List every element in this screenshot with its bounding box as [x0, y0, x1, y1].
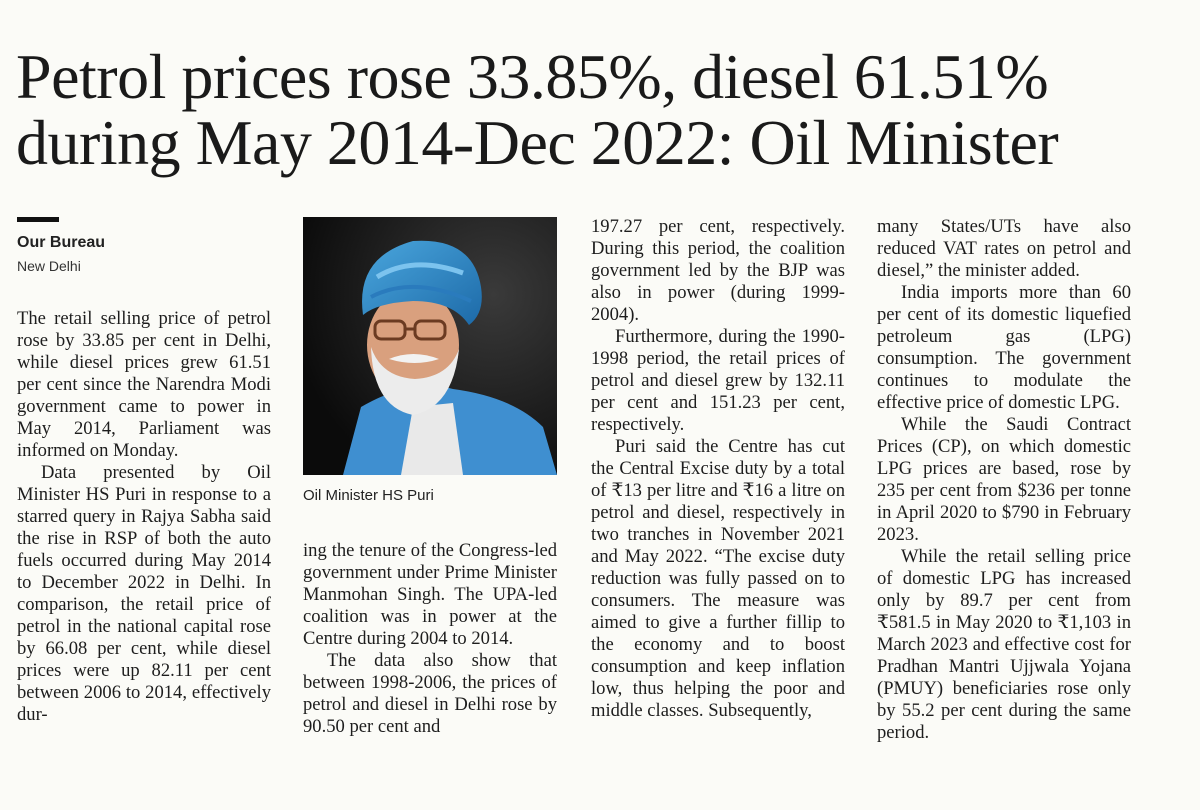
paragraph: The retail selling price of petrol rose …	[17, 308, 271, 461]
photo-caption: Oil Minister HS Puri	[303, 487, 434, 504]
article-column-1: The retail selling price of petrol rose …	[17, 308, 271, 726]
headline-line-1: Petrol prices rose 33.85%, diesel 61.51%	[16, 41, 1049, 112]
headline-line-2: during May 2014-Dec 2022: Oil Minister	[16, 107, 1059, 178]
portrait-illustration	[303, 217, 557, 475]
dateline: New Delhi	[17, 258, 81, 274]
paragraph: ing the tenure of the Congress-led gover…	[303, 540, 557, 649]
byline: Our Bureau	[17, 234, 106, 251]
headline: Petrol prices rose 33.85%, diesel 61.51%…	[16, 44, 1186, 176]
byline-rule	[17, 217, 59, 222]
paragraph: The data also show that between 1998-200…	[303, 650, 557, 737]
paragraph: India imports more than 60 per cent of i…	[877, 282, 1131, 413]
paragraph: 197.27 per cent, respectively. During th…	[591, 216, 845, 325]
article-column-3: 197.27 per cent, respectively. During th…	[591, 216, 845, 722]
minister-photo	[303, 217, 557, 475]
paragraph: While the Saudi Contract Prices (CP), on…	[877, 414, 1131, 545]
paragraph: Data presented by Oil Minister HS Puri i…	[17, 462, 271, 725]
article-column-2: ing the tenure of the Congress-led gover…	[303, 540, 557, 738]
paragraph: Furthermore, during the 1990-1998 period…	[591, 326, 845, 435]
paragraph: Puri said the Centre has cut the Central…	[591, 436, 845, 721]
paragraph: many States/UTs have also reduced VAT ra…	[877, 216, 1131, 281]
paragraph: While the retail selling price of domest…	[877, 546, 1131, 743]
article-column-4: many States/UTs have also reduced VAT ra…	[877, 216, 1131, 744]
